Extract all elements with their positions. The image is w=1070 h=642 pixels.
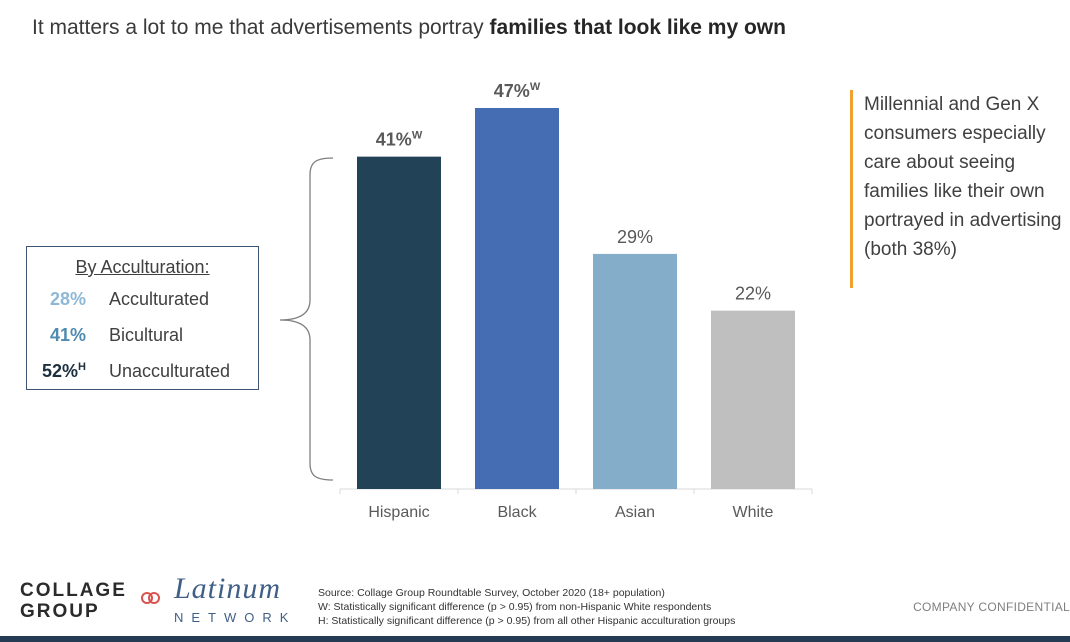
source-line: W: Statistically significant difference … [318, 601, 712, 613]
data-label: 22% [735, 284, 771, 304]
legend-label: Unacculturated [109, 361, 231, 381]
latinum-logo: Latinum [174, 572, 282, 605]
x-tick-label: Asian [615, 504, 655, 521]
x-tick-label: Hispanic [368, 504, 429, 521]
bar-black [475, 108, 559, 489]
bar-hispanic [357, 156, 441, 489]
rings-icon [141, 592, 160, 604]
data-label: 41%W [376, 130, 423, 150]
chart-title: It matters a lot to me that advertisemen… [32, 16, 786, 40]
footer: COLLAGE GROUP Latinum NETWORK Source: Co… [0, 570, 1070, 642]
legend-percent: 52%H [42, 361, 86, 381]
collage-logo-text: COLLAGE GROUP [20, 580, 127, 622]
source-line: H: Statistically significant difference … [318, 615, 736, 627]
bar-white [711, 310, 795, 489]
title-prefix: It matters a lot to me that advertisemen… [32, 16, 490, 39]
legend-superscript: H [78, 361, 86, 373]
legend-percent: 41% [49, 325, 86, 345]
bracket-brace [279, 157, 334, 481]
bar-chart: 41%W Hispanic 47%W Black 29% Asian 22% White [279, 81, 813, 521]
collage-group-logo: COLLAGE GROUP [20, 580, 127, 622]
legend-label: Acculturated [109, 289, 210, 309]
legend-row: 52%H Unacculturated [27, 361, 258, 387]
title-emphasis: families that look like my own [489, 16, 786, 39]
legend-row: 41% Bicultural [27, 325, 258, 351]
source-line: Source: Collage Group Roundtable Survey,… [318, 587, 665, 599]
source-notes: Source: Collage Group Roundtable Survey,… [318, 586, 735, 628]
data-label: 29% [617, 227, 653, 247]
data-label: 47%W [494, 81, 541, 101]
acculturation-legend: By Acculturation: 28% Acculturated 41% Bicu… [26, 246, 259, 390]
latinum-network-text: NETWORK [174, 610, 297, 625]
x-tick-label: White [733, 504, 774, 521]
legend-row: 28% Acculturated [27, 289, 258, 315]
bar-asian [593, 253, 677, 489]
legend-label: Bicultural [109, 325, 184, 345]
legend-title: By Acculturation: [75, 257, 210, 277]
legend-percent: 28% [49, 289, 86, 309]
callout-text: Millennial and Gen X consumers especiall… [850, 90, 1070, 288]
x-tick-label: Black [497, 504, 537, 521]
confidential-label: COMPANY CONFIDENTIAL [913, 600, 1070, 614]
bottom-bar [0, 636, 1070, 642]
